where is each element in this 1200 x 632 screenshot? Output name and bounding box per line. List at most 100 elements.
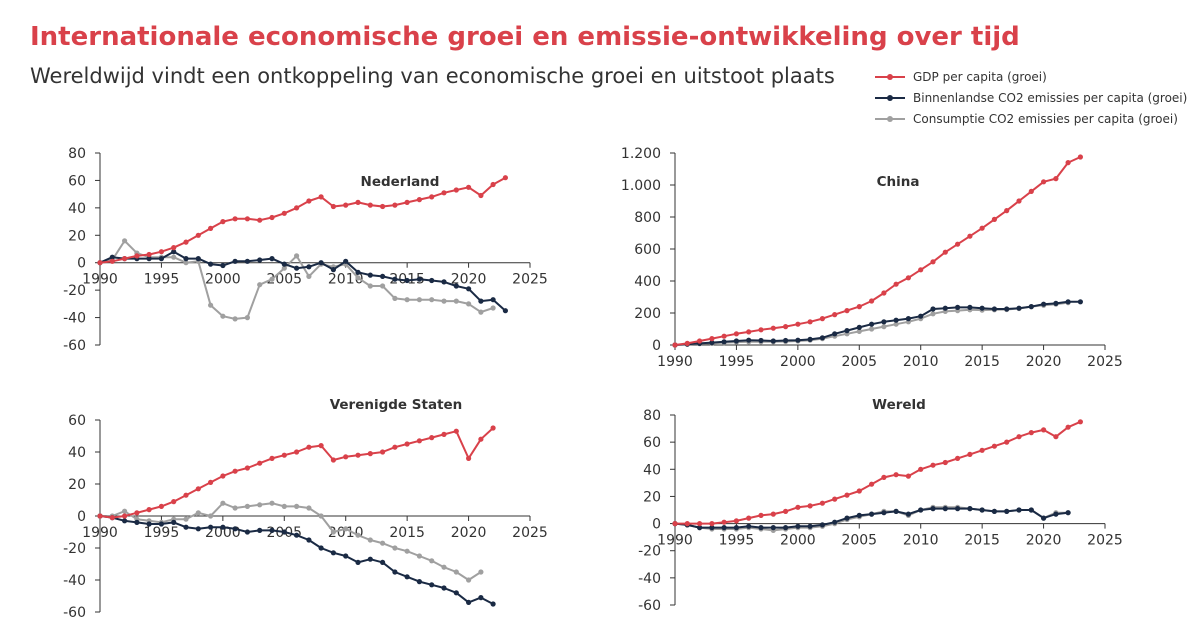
data-point-gdp: [380, 203, 386, 210]
data-point-gdp: [97, 513, 103, 519]
y-tick-label: -60: [63, 605, 86, 621]
data-point-gdp: [294, 449, 300, 455]
series-line-binnenlandse-co2: [674, 300, 1081, 346]
data-point-consumptie-co2: [281, 503, 287, 509]
data-point-binnenlandse-co2: [1053, 300, 1059, 306]
data-point-gdp: [1041, 179, 1047, 185]
chart-subtitle: Wereldwijd vindt een ontkoppeling van ec…: [30, 64, 835, 88]
y-tick-label: 800: [634, 210, 661, 226]
data-point-gdp: [306, 444, 312, 450]
data-point-consumptie-co2: [220, 313, 226, 319]
y-tick-label: -40: [63, 311, 86, 327]
x-tick-label: 2020: [451, 272, 487, 288]
series-line-binnenlandse-co2: [99, 250, 507, 312]
data-point-binnenlandse-co2: [429, 582, 435, 588]
x-tick-label: 1990: [657, 533, 693, 549]
data-point-binnenlandse-co2: [380, 273, 386, 279]
data-point-gdp: [807, 319, 813, 325]
data-point-gdp: [783, 324, 789, 330]
data-point-consumptie-co2: [208, 513, 214, 519]
data-point-binnenlandse-co2: [269, 256, 275, 262]
data-point-gdp: [979, 225, 985, 231]
data-point-consumptie-co2: [893, 321, 899, 327]
data-point-binnenlandse-co2: [367, 272, 373, 278]
data-point-gdp: [930, 462, 936, 468]
data-point-binnenlandse-co2: [330, 550, 336, 556]
x-tick-label: 2025: [512, 272, 548, 288]
data-point-gdp: [746, 515, 752, 521]
data-point-binnenlandse-co2: [905, 511, 912, 517]
data-point-consumptie-co2: [404, 297, 410, 303]
data-point-gdp: [466, 455, 472, 461]
data-point-binnenlandse-co2: [967, 304, 973, 310]
data-point-binnenlandse-co2: [832, 331, 838, 337]
data-point-gdp: [770, 511, 776, 517]
data-point-gdp: [697, 338, 703, 344]
data-point-consumptie-co2: [269, 276, 275, 282]
data-point-binnenlandse-co2: [355, 269, 361, 275]
y-tick-label: 40: [68, 445, 86, 461]
data-point-binnenlandse-co2: [1053, 511, 1059, 517]
data-point-consumptie-co2: [257, 502, 263, 508]
data-point-consumptie-co2: [232, 316, 238, 322]
data-point-binnenlandse-co2: [490, 601, 496, 607]
data-point-gdp: [392, 202, 398, 208]
data-point-gdp: [183, 239, 189, 245]
data-point-consumptie-co2: [183, 260, 189, 266]
data-point-gdp: [195, 486, 201, 492]
y-tick-label: 1.000: [621, 178, 661, 194]
y-tick-label: 40: [68, 201, 86, 217]
data-point-gdp: [967, 451, 973, 457]
data-point-binnenlandse-co2: [758, 525, 764, 531]
data-point-binnenlandse-co2: [869, 321, 875, 327]
data-point-consumptie-co2: [269, 500, 275, 506]
data-point-binnenlandse-co2: [343, 553, 349, 559]
data-point-gdp: [109, 258, 115, 264]
data-point-binnenlandse-co2: [416, 579, 422, 585]
data-point-binnenlandse-co2: [770, 338, 776, 344]
data-point-gdp: [1053, 176, 1059, 182]
series-consumptie-co2-wereld: [672, 504, 1071, 534]
data-point-gdp: [881, 290, 887, 296]
data-point-binnenlandse-co2: [220, 262, 226, 269]
data-point-gdp: [416, 197, 422, 203]
data-point-gdp: [1016, 198, 1022, 204]
data-point-gdp: [330, 457, 336, 463]
data-point-binnenlandse-co2: [232, 258, 238, 264]
data-point-gdp: [991, 216, 998, 222]
y-tick-label: -40: [638, 571, 661, 587]
data-point-consumptie-co2: [244, 315, 250, 321]
data-point-gdp: [672, 342, 678, 348]
data-point-binnenlandse-co2: [856, 512, 862, 519]
data-point-gdp: [146, 507, 152, 513]
data-point-gdp: [429, 435, 435, 441]
data-point-gdp: [220, 473, 226, 479]
data-point-gdp: [244, 465, 250, 471]
data-point-binnenlandse-co2: [392, 276, 398, 282]
data-point-gdp: [318, 443, 324, 449]
data-point-binnenlandse-co2: [416, 276, 422, 282]
data-point-consumptie-co2: [294, 253, 300, 259]
data-point-consumptie-co2: [404, 548, 410, 554]
data-point-gdp: [721, 519, 727, 525]
data-point-binnenlandse-co2: [783, 337, 789, 344]
data-point-binnenlandse-co2: [392, 569, 398, 575]
data-point-gdp: [355, 199, 361, 205]
data-point-gdp: [343, 202, 349, 208]
x-tick-label: 1995: [719, 533, 755, 549]
data-point-binnenlandse-co2: [758, 337, 764, 344]
data-point-consumptie-co2: [441, 298, 447, 304]
data-point-binnenlandse-co2: [905, 316, 912, 322]
data-point-binnenlandse-co2: [746, 523, 752, 529]
data-point-gdp: [158, 249, 164, 255]
data-point-consumptie-co2: [306, 273, 312, 279]
data-point-gdp: [269, 455, 275, 461]
data-point-gdp: [330, 203, 336, 210]
data-point-gdp: [758, 327, 764, 333]
data-point-consumptie-co2: [380, 283, 386, 289]
data-point-gdp: [429, 194, 435, 200]
data-point-binnenlandse-co2: [1077, 299, 1083, 305]
data-point-binnenlandse-co2: [208, 524, 214, 530]
data-point-gdp: [819, 500, 826, 506]
x-tick-label: 2005: [841, 533, 877, 549]
